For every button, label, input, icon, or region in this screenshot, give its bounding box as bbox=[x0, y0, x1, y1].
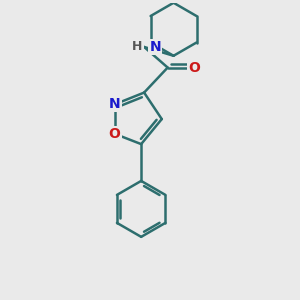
Text: O: O bbox=[109, 127, 121, 141]
Text: H: H bbox=[132, 40, 142, 53]
Text: N: N bbox=[149, 40, 161, 54]
Text: N: N bbox=[109, 98, 121, 111]
Text: O: O bbox=[188, 61, 200, 75]
